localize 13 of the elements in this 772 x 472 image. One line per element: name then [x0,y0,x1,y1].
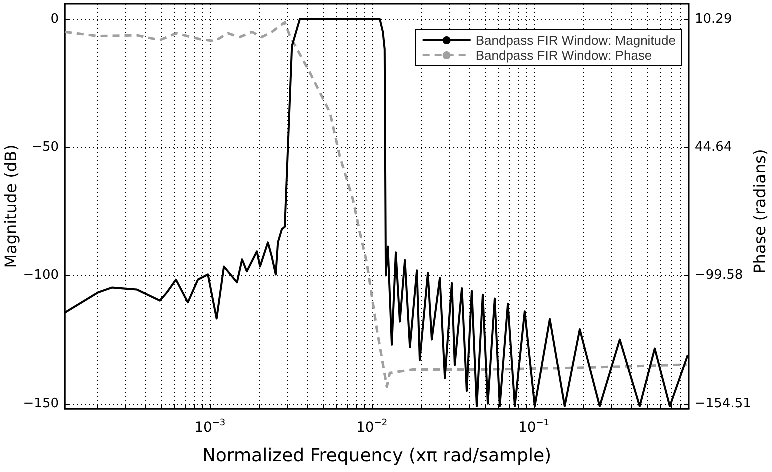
category-label: −154.51 [695,396,752,412]
y-tick-label: 0 [50,12,59,27]
category-label: 10.29 [695,12,732,27]
legend-label: Bandpass FIR Window: Phase [476,48,652,63]
category-label: 44.64 [695,140,732,156]
y-tick-label: −150 [23,396,59,412]
legend-label: Bandpass FIR Window: Magnitude [476,33,676,48]
y-tick-label: −100 [23,268,59,284]
x-axis-title: Normalized Frequency (xπ rad/sample) [202,446,552,466]
y2-axis-title: Phase (radians) [750,149,770,274]
y-axis-title: Magnitude (dB) [2,144,20,268]
y-tick-label: −50 [32,140,59,156]
category-label: −99.58 [695,268,744,284]
